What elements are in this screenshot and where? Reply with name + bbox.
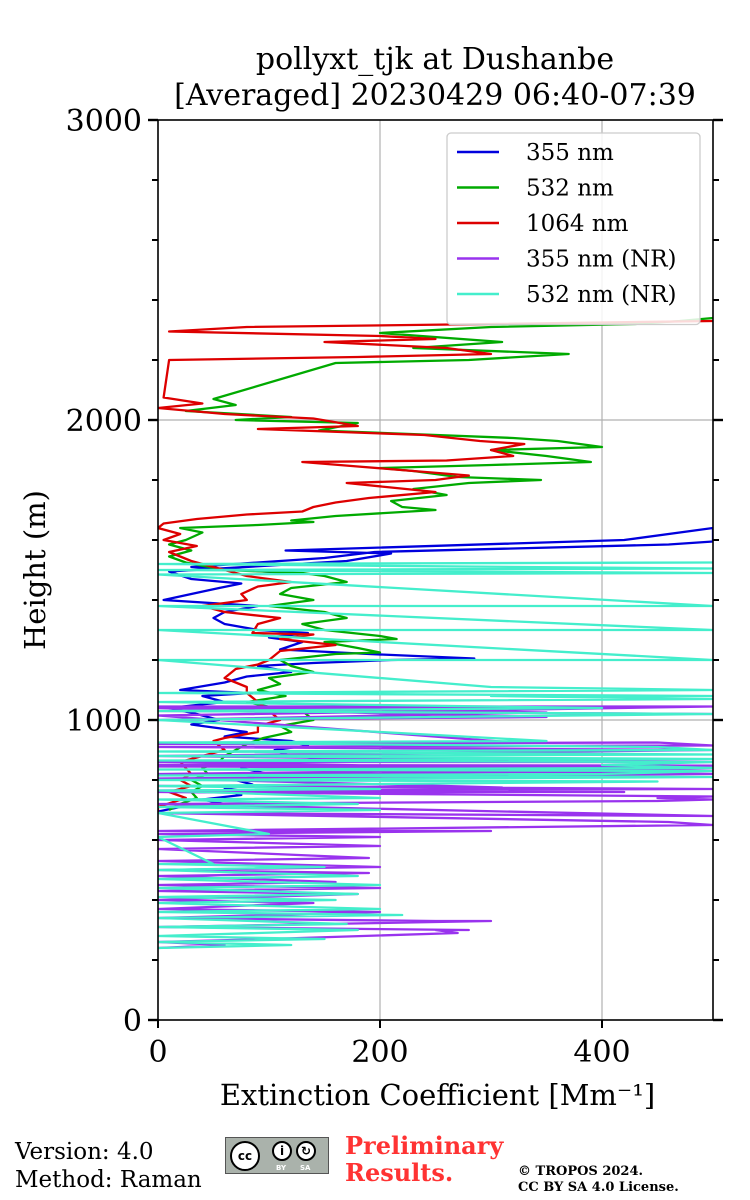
chart-title-line1: pollyxt_tjk at Dushanbe [255, 42, 615, 77]
series-line-532-nm [167, 316, 713, 812]
series-line-532-nm-nr- [158, 561, 713, 950]
method-label: Method: Raman [15, 1167, 202, 1193]
license-label: CC BY SA 4.0 License. [518, 1180, 679, 1195]
y-tick-label: 3000 [66, 104, 142, 139]
extinction-profile-chart: 0 1000 2000 3000 0 200 400 Height (m) Extinction… [18, 104, 723, 1112]
legend-label: 532 nm [526, 176, 614, 202]
chart-title-line2: [Averaged] 20230429 06:40-07:39 [174, 78, 696, 113]
cc-by-label: BY [276, 1164, 287, 1172]
legend-label: 1064 nm [526, 211, 629, 237]
y-tick-label: 0 [123, 1004, 142, 1039]
legend-box [446, 132, 701, 326]
legend-label: 355 nm [526, 140, 614, 166]
legend-label: 532 nm (NR) [526, 282, 677, 308]
series-group [158, 316, 713, 950]
x-tick-label: 200 [351, 1035, 408, 1070]
cc-by-sa-license-badge: cc i ↻ BY SA [225, 1137, 329, 1174]
y-axis-label: Height (m) [18, 490, 52, 650]
y-tick-label: 1000 [66, 704, 142, 739]
cc-logo-icon: cc [230, 1141, 260, 1171]
plot-frame [157, 119, 714, 1021]
x-axis-label: Extinction Coefficient [Mm⁻¹] [220, 1078, 655, 1112]
y-tick-label: 2000 [66, 404, 142, 439]
cc-sa-label: SA [300, 1164, 311, 1172]
results-label: Results. [345, 1158, 454, 1187]
share-alike-icon: ↻ [296, 1141, 316, 1161]
person-icon: i [272, 1141, 292, 1161]
preliminary-label: Preliminary [345, 1131, 504, 1160]
version-label: Version: 4.0 [15, 1139, 154, 1165]
x-tick-label: 0 [148, 1035, 167, 1070]
legend-label: 355 nm (NR) [526, 247, 677, 273]
x-tick-label: 400 [573, 1035, 630, 1070]
copyright-label: © TROPOS 2024. [518, 1164, 644, 1179]
